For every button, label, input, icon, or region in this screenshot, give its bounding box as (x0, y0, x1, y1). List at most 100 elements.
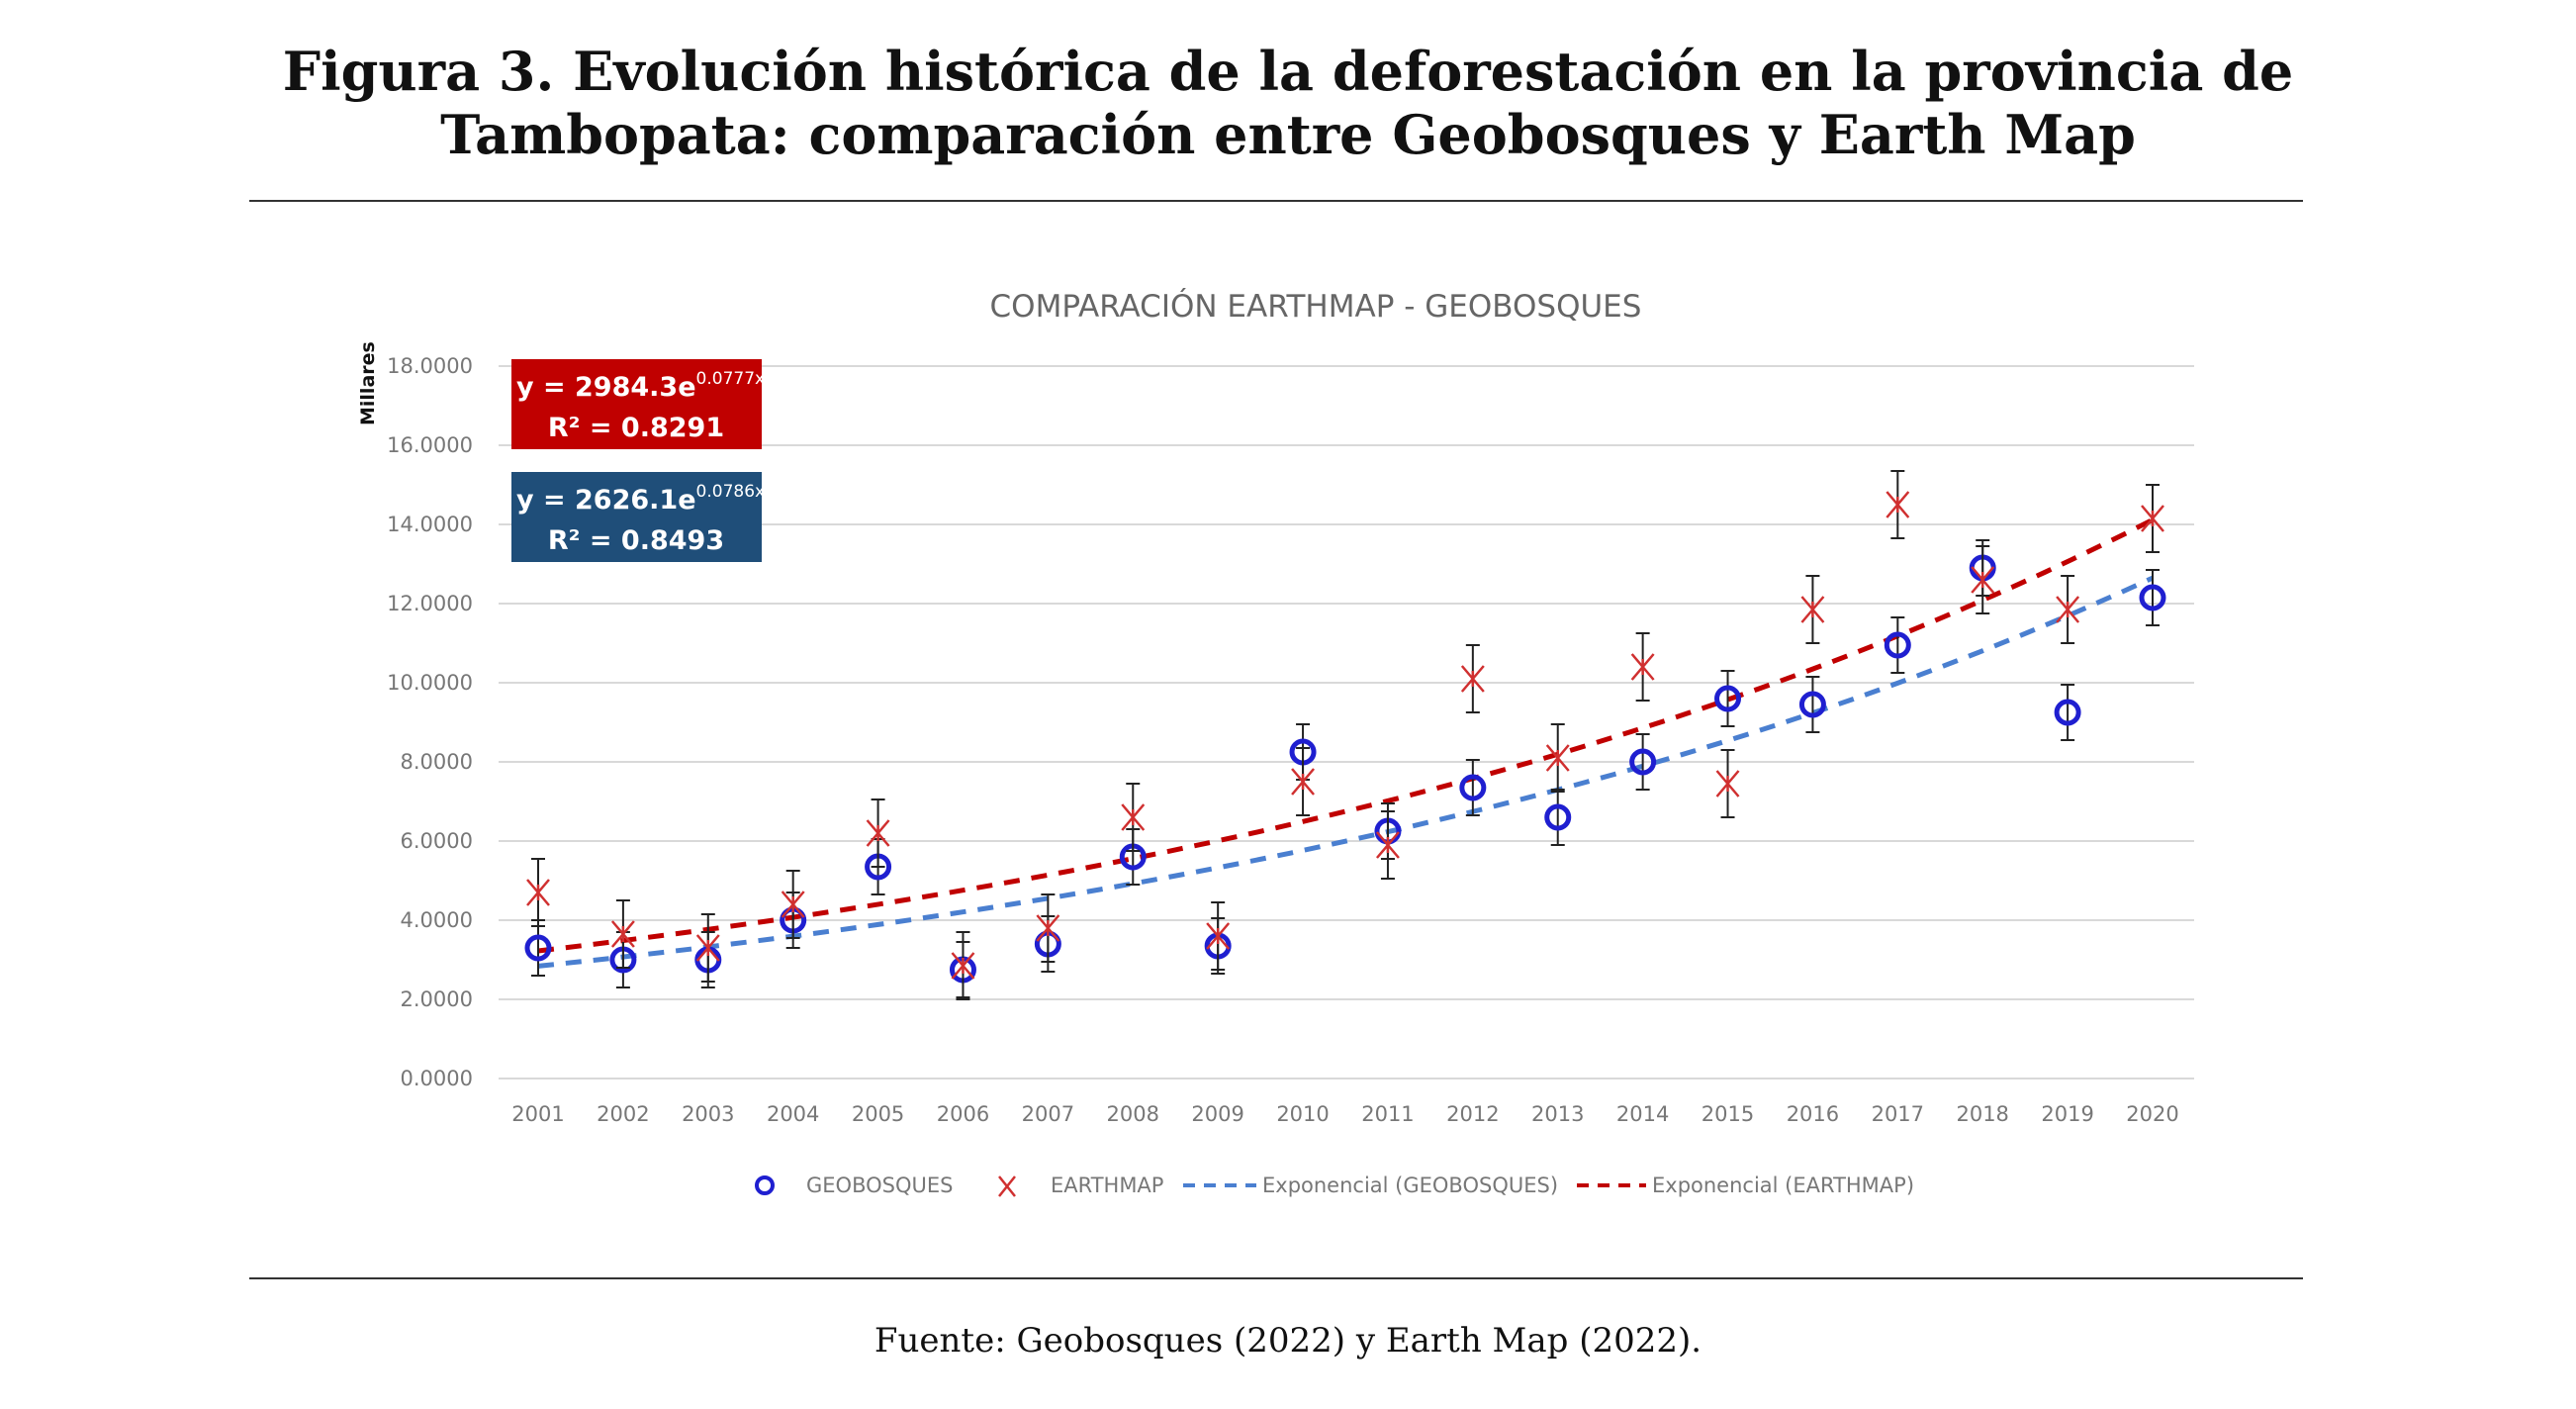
earthmap-point (1630, 632, 1655, 702)
earthmap-point (1375, 810, 1400, 880)
x-tick-label: 2012 (1446, 1102, 1499, 1126)
circle-marker (1544, 803, 1572, 831)
x-tick-label: 2006 (937, 1102, 989, 1126)
svg-text:Exponencial (GEOBOSQUES): Exponencial (GEOBOSQUES) (1262, 1174, 1558, 1197)
circle-marker (1884, 631, 1911, 659)
legend-item-geobosques: GEOBOSQUES (755, 1174, 953, 1197)
x-tick-label: 2010 (1276, 1102, 1329, 1126)
top-rule (249, 200, 2303, 202)
equation-box: y = 2984.3e0.0777x R² = 0.8291 (511, 359, 765, 449)
svg-text:GEOBOSQUES: GEOBOSQUES (806, 1174, 953, 1197)
geobosques-point (1798, 676, 1826, 733)
y-tick-label: 16.0000 (387, 433, 473, 457)
circle-marker (2054, 699, 2081, 726)
circle-marker (1714, 685, 1742, 712)
x-marker (1971, 566, 1995, 594)
r-squared-text: R² = 0.8493 (548, 525, 724, 556)
equation-box: y = 2626.1e0.0786x R² = 0.8493 (511, 472, 765, 562)
x-marker (1886, 491, 1910, 518)
x-tick-label: 2019 (2041, 1102, 2093, 1126)
x-marker (2056, 596, 2080, 623)
earthmap-point (1971, 545, 1995, 614)
x-marker (866, 819, 890, 847)
legend-item-earthmap: EARTHMAP (998, 1174, 1163, 1197)
y-tick-label: 8.0000 (401, 750, 473, 774)
earthmap-point (695, 913, 720, 983)
y-tick-label: 0.0000 (401, 1067, 473, 1090)
earthmap-point (1036, 893, 1060, 963)
x-marker (1206, 922, 1231, 950)
x-marker (1715, 770, 1740, 798)
earthmap-point (1545, 723, 1570, 793)
geobosques-point (2054, 684, 2081, 741)
x-tick-label: 2011 (1361, 1102, 1414, 1126)
y-tick-label: 18.0000 (387, 354, 473, 378)
r-squared-text: R² = 0.8291 (548, 413, 724, 443)
x-tick-label: 2002 (597, 1102, 649, 1126)
earthmap-point (1121, 783, 1146, 852)
figure-title-line-1: Figura 3. Evolución histórica de la defo… (282, 40, 2294, 103)
figure-title-line-2: Tambopata: comparación entre Geobosques … (440, 103, 2136, 166)
earthmap-point (781, 870, 805, 939)
circle-marker (524, 934, 552, 962)
geobosques-point (1629, 733, 1657, 791)
y-tick-label: 4.0000 (401, 908, 473, 932)
x-tick-label: 2001 (511, 1102, 564, 1126)
y-tick-label: 2.0000 (401, 987, 473, 1011)
circle-marker (1798, 691, 1826, 718)
earthmap-point (610, 899, 635, 969)
x-marker (1545, 744, 1570, 772)
bottom-rule (249, 1277, 2303, 1279)
figure-source: Fuente: Geobosques (2022) y Earth Map (2… (874, 1321, 1702, 1361)
y-tick-label: 10.0000 (387, 671, 473, 695)
trendline-exponencial-geobosques- (537, 575, 2155, 969)
earthmap-point (1206, 901, 1231, 971)
earthmap-point (866, 798, 890, 868)
x-marker (781, 891, 805, 918)
x-tick-label: 2016 (1787, 1102, 1839, 1126)
circle-marker (2139, 584, 2166, 611)
earthmap-point (2056, 575, 2080, 644)
x-marker (1800, 596, 1825, 623)
legend-item-trend-earthmap: Exponencial (EARTHMAP) (1577, 1174, 1914, 1197)
x-tick-label: 2013 (1531, 1102, 1584, 1126)
x-marker (1291, 768, 1316, 796)
figure-title: Figura 3. Evolución histórica de la defo… (0, 40, 2576, 166)
earthmap-point (2141, 484, 2164, 553)
y-tick-label: 6.0000 (401, 829, 473, 853)
y-tick-label: 12.0000 (387, 592, 473, 615)
earthmap-point (951, 931, 975, 1000)
equation-text: y = 2626.1e0.0786x (516, 482, 765, 516)
x-marker (2141, 505, 2164, 532)
geobosques-point (2139, 569, 2166, 626)
geobosques-point (1884, 616, 1911, 674)
chart-title: COMPARACIÓN EARTHMAP - GEOBOSQUES (990, 288, 1642, 325)
earthmap-point (1800, 575, 1825, 644)
x-tick-label: 2008 (1107, 1102, 1159, 1126)
x-tick-label: 2015 (1702, 1102, 1754, 1126)
earthmap-point (526, 858, 550, 927)
x-marker (1375, 831, 1400, 859)
y-tick-label: 14.0000 (387, 513, 473, 536)
equation-text: y = 2984.3e0.0777x (516, 369, 765, 403)
x-marker (695, 934, 720, 962)
x-marker (951, 952, 975, 980)
svg-text:EARTHMAP: EARTHMAP (1051, 1174, 1163, 1197)
earthmap-point (1886, 470, 1910, 539)
x-marker (1460, 665, 1485, 693)
x-marker (1630, 653, 1655, 681)
x-tick-label: 2020 (2126, 1102, 2178, 1126)
earthmap-point (1460, 644, 1485, 713)
x-tick-label: 2003 (682, 1102, 734, 1126)
x-marker (526, 879, 550, 906)
circle-marker (1459, 774, 1487, 801)
earthmap-point (1715, 749, 1740, 818)
x-marker (610, 920, 635, 948)
trendline-exponencial-earthmap- (537, 517, 2155, 954)
x-tick-label: 2005 (852, 1102, 904, 1126)
x-tick-label: 2018 (1956, 1102, 2008, 1126)
geobosques-point (1544, 789, 1572, 846)
y-axis-label: Millares (357, 341, 379, 425)
earthmap-point (1291, 747, 1316, 816)
